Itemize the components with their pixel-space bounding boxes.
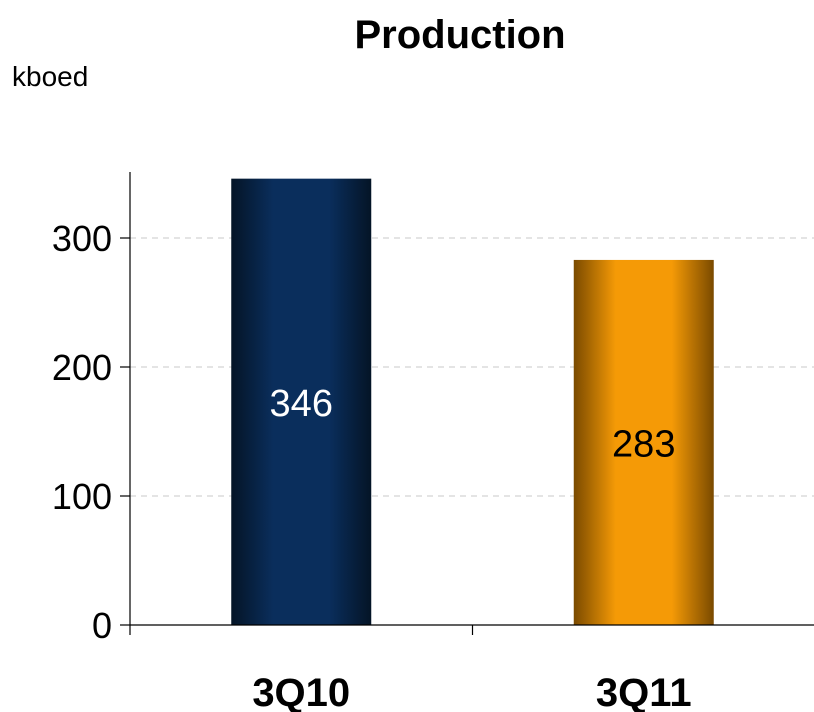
y-axis-unit-label: kboed [12,61,88,92]
bars [231,178,714,625]
y-tick-label-0: 0 [92,605,112,646]
chart-title: Production [354,13,565,57]
bar-3Q11 [573,259,714,625]
data-label-3Q11: 283 [612,423,675,465]
x-tick-label-3Q11: 3Q11 [596,671,692,712]
y-tick-label-100: 100 [52,476,112,517]
data-label-3Q10: 346 [270,383,333,425]
x-tick-label-3Q10: 3Q10 [252,671,350,712]
bar-3Q10 [231,178,372,625]
y-tick-label-200: 200 [52,347,112,388]
labels: 0 100 200 300 346 3Q10 283 3Q11 [52,218,692,712]
y-tick-label-300: 300 [52,218,112,259]
axes [120,172,814,635]
